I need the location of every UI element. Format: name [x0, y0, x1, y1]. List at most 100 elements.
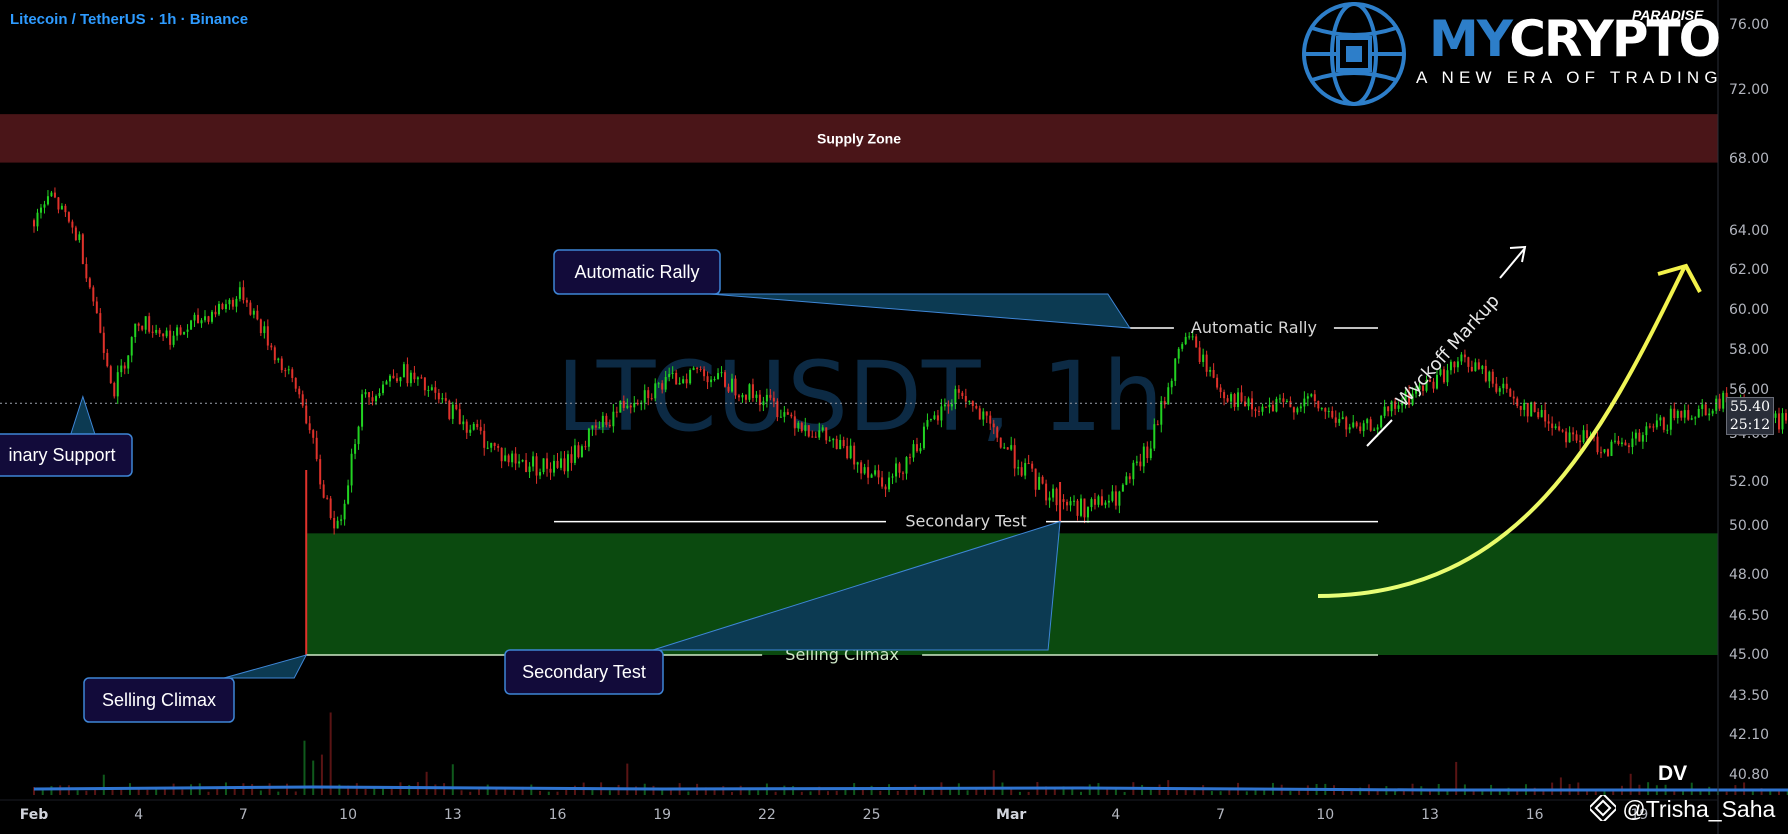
supply-zone — [0, 114, 1718, 163]
candle-body — [33, 220, 35, 227]
candle-body — [1676, 410, 1679, 419]
candle-body — [1687, 410, 1690, 420]
candle-body — [563, 458, 566, 472]
candle-body — [1013, 445, 1016, 469]
candle-body — [1411, 393, 1414, 405]
candle-body — [1495, 383, 1498, 392]
candle-body — [1216, 377, 1219, 388]
candle-body — [60, 205, 63, 210]
volume-bar — [1612, 789, 1615, 795]
candle-body — [835, 438, 838, 450]
author-watermark: @Trisha_Saha — [1587, 792, 1775, 824]
volume-bar — [626, 763, 629, 795]
candle-body — [1694, 417, 1697, 419]
candle-body — [392, 375, 395, 379]
date-tick-label: 25 — [862, 807, 881, 823]
callout-selling-climax[interactable]: Selling Climax — [83, 654, 308, 723]
candle-body — [375, 396, 378, 402]
candle-body — [922, 426, 925, 449]
candle-body — [1264, 406, 1267, 408]
volume-bar — [320, 754, 323, 795]
candle-body — [1544, 409, 1547, 422]
volume-bar — [460, 790, 463, 795]
candle-body — [1219, 387, 1222, 393]
candle-body — [1683, 410, 1686, 418]
candle-body — [1463, 354, 1466, 358]
candle-body — [1020, 467, 1023, 476]
volume-bar — [547, 791, 550, 795]
candle-body — [1149, 448, 1152, 459]
volume-bar — [390, 787, 393, 795]
candle-body — [252, 310, 255, 315]
callout-preliminary-support[interactable]: inary Support — [0, 394, 133, 477]
callout-automatic-rally[interactable]: Automatic Rally — [553, 249, 1131, 329]
volume-bar — [565, 789, 568, 795]
candle-body — [1031, 463, 1034, 469]
volume-bar — [495, 788, 498, 795]
volume-bar — [190, 784, 193, 795]
candle-body — [1244, 401, 1247, 407]
volume-bar — [355, 783, 358, 795]
candle-body — [849, 445, 852, 459]
candle-body — [1565, 431, 1568, 443]
candle-body — [839, 440, 842, 450]
candle-body — [1254, 409, 1257, 411]
candle-body — [1139, 461, 1142, 467]
candle-body — [385, 381, 388, 385]
candle-body — [1617, 440, 1620, 445]
candle-body — [1205, 354, 1208, 372]
candle-body — [1446, 370, 1449, 383]
price-tick-label: 58.00 — [1729, 342, 1770, 358]
volume-bar — [1725, 791, 1728, 795]
candle-body — [46, 196, 49, 205]
candle-body — [1453, 361, 1456, 368]
candle-body — [416, 377, 419, 380]
volume-bar — [818, 786, 821, 795]
price-tick-label: 40.80 — [1729, 767, 1770, 783]
volume-bar — [137, 787, 140, 795]
candle-body — [1027, 463, 1030, 465]
candle-body — [1613, 440, 1616, 442]
candle-body — [1666, 429, 1669, 431]
candle-body — [675, 372, 678, 385]
candle-body — [1652, 426, 1655, 428]
candle-body — [626, 405, 629, 408]
candle-body — [437, 392, 440, 400]
candle-body — [1184, 336, 1187, 345]
candle-body — [235, 298, 238, 307]
candle-body — [486, 447, 489, 449]
candle-body — [242, 287, 245, 301]
candle-body — [1010, 445, 1013, 450]
candle-body — [57, 197, 60, 210]
candle-body — [891, 476, 894, 478]
volume-bar — [844, 788, 847, 795]
volume-bar — [1263, 788, 1266, 795]
candle-body — [1603, 449, 1606, 453]
callout-secondary-test[interactable]: Secondary Test — [504, 520, 1061, 695]
volume-bar — [120, 788, 123, 795]
candle-body — [1226, 398, 1229, 402]
candle-body — [1299, 406, 1302, 409]
candle-body — [1191, 336, 1194, 338]
volume-bar — [922, 787, 925, 795]
candle-body — [1404, 391, 1407, 403]
candle-body — [88, 278, 91, 288]
candle-body — [1425, 380, 1428, 391]
candle-body — [957, 389, 960, 393]
candle-body — [441, 398, 444, 400]
candle-body — [1456, 361, 1459, 368]
volume-bar — [1123, 791, 1126, 795]
candle-body — [577, 445, 580, 458]
candle-body — [504, 455, 507, 462]
candle-body — [975, 406, 978, 409]
secondary-test-line-label: Secondary Test — [905, 512, 1026, 531]
symbol-title: Litecoin / TetherUS · 1h · Binance — [10, 11, 249, 28]
candle-body — [305, 405, 308, 424]
candle-body — [340, 519, 343, 521]
bar-countdown: 25:12 — [1729, 417, 1771, 433]
candle-body — [853, 445, 856, 465]
candle-body — [1132, 462, 1135, 480]
volume-bar — [687, 791, 690, 795]
volume-bar — [792, 786, 795, 795]
